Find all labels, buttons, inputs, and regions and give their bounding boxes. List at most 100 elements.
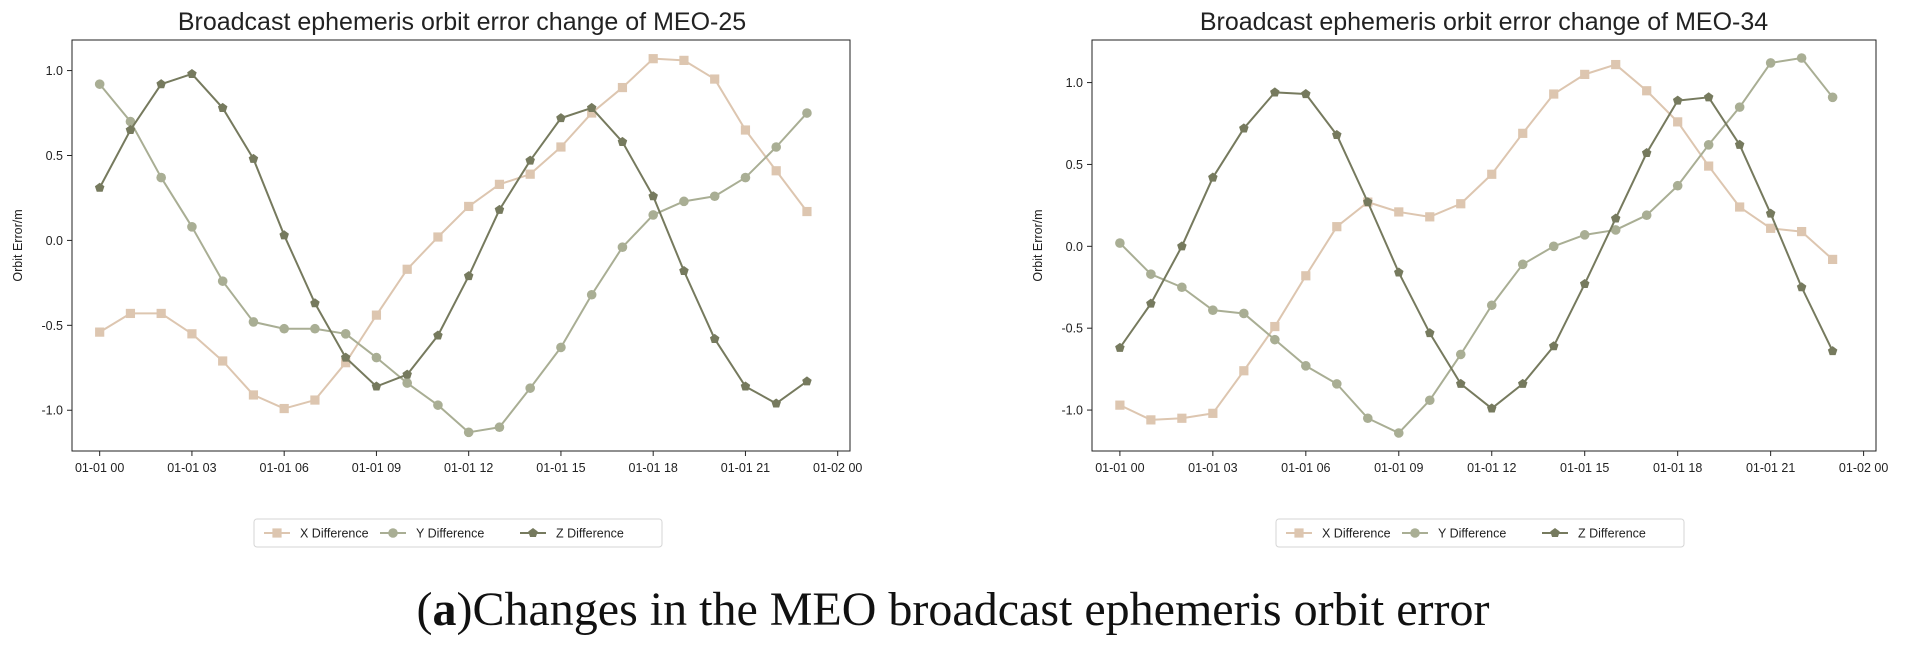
- data-point: [1517, 259, 1528, 270]
- data-point: [1548, 341, 1559, 351]
- legend-box: [253, 518, 663, 548]
- caption-label: a: [432, 583, 457, 636]
- data-point: [771, 398, 781, 408]
- data-point: [740, 381, 751, 391]
- data-point: [1766, 223, 1776, 233]
- x-tick-label: 01-01 09: [1374, 461, 1423, 475]
- y-tick-label: 0.0: [1066, 240, 1083, 254]
- data-point: [371, 381, 382, 391]
- x-tick-label: 01-01 12: [1467, 461, 1516, 475]
- data-point: [1301, 361, 1311, 371]
- data-point: [217, 102, 228, 112]
- data-point: [1208, 172, 1218, 182]
- x-tick-label: 01-02 00: [813, 461, 862, 475]
- data-point: [279, 403, 289, 414]
- legend-marker: [388, 528, 398, 538]
- figure-caption: (a)Changes in the MEO broadcast ephemeri…: [0, 582, 1906, 637]
- data-point: [1765, 58, 1776, 68]
- y-tick-label: -0.5: [41, 319, 63, 333]
- x-tick-label: 01-01 06: [1281, 461, 1330, 475]
- series-line: [98, 83, 808, 434]
- data-point: [340, 352, 351, 362]
- data-point: [156, 308, 166, 319]
- data-point: [1362, 413, 1373, 424]
- data-point: [310, 323, 320, 334]
- legend-box: [1275, 518, 1685, 548]
- data-point: [1796, 282, 1807, 292]
- data-point: [1425, 212, 1435, 222]
- data-point: [1332, 129, 1342, 140]
- data-point: [1641, 147, 1652, 158]
- data-point: [1177, 241, 1187, 251]
- x-tick-label: 01-01 21: [721, 461, 770, 475]
- data-point: [402, 378, 412, 388]
- data-point: [1270, 87, 1280, 97]
- data-point: [1517, 378, 1528, 388]
- data-point: [433, 400, 443, 410]
- legend-label: Y Difference: [1438, 527, 1506, 541]
- data-point: [1363, 197, 1373, 207]
- data-point: [1610, 213, 1621, 223]
- x-tick-label: 01-01 00: [75, 461, 124, 475]
- data-point: [1425, 328, 1435, 338]
- caption-text: Changes in the MEO broadcast ephemeris o…: [472, 583, 1490, 636]
- y-tick-label: -1.0: [1061, 404, 1083, 418]
- data-point: [1239, 123, 1249, 133]
- data-point: [1177, 282, 1187, 293]
- data-point: [494, 422, 505, 433]
- x-tick-label: 01-01 03: [1188, 461, 1237, 475]
- data-point: [1734, 102, 1745, 112]
- x-tick-label: 01-01 09: [352, 461, 401, 475]
- data-point: [1487, 169, 1497, 179]
- data-point: [1394, 267, 1404, 277]
- series-x-difference: [95, 54, 812, 414]
- x-tick-label: 01-01 18: [629, 461, 678, 475]
- data-point: [709, 191, 720, 202]
- data-point: [310, 298, 320, 308]
- x-tick-label: 01-02 00: [1839, 461, 1888, 475]
- data-point: [1239, 308, 1249, 319]
- data-point: [464, 201, 474, 212]
- data-point: [1703, 139, 1714, 150]
- data-point: [341, 358, 351, 368]
- data-point: [1672, 95, 1683, 105]
- data-point: [279, 323, 289, 334]
- data-point: [371, 352, 382, 363]
- data-point: [1610, 225, 1621, 235]
- data-point: [648, 54, 658, 64]
- x-tick-label: 01-01 15: [536, 461, 585, 475]
- data-point: [1734, 139, 1745, 149]
- series-line: [1119, 57, 1834, 434]
- chart-panel-1: Broadcast ephemeris orbit error change o…: [11, 8, 862, 548]
- data-point: [1208, 408, 1218, 418]
- data-point: [1115, 400, 1125, 410]
- data-point: [1455, 349, 1466, 360]
- data-point: [1393, 428, 1404, 438]
- data-point: [371, 310, 382, 320]
- data-point: [1270, 334, 1280, 345]
- data-point: [94, 182, 105, 192]
- data-point: [1673, 117, 1683, 127]
- data-point: [433, 330, 443, 340]
- data-point: [556, 113, 566, 123]
- legend-marker: [1550, 528, 1560, 538]
- data-point: [1146, 298, 1156, 308]
- data-point: [1486, 300, 1497, 311]
- y-tick-label: 0.5: [1066, 158, 1083, 172]
- data-point: [587, 108, 597, 118]
- data-point: [648, 191, 658, 201]
- x-tick-label: 01-01 21: [1746, 461, 1795, 475]
- data-point: [525, 169, 535, 179]
- y-axis-label: Orbit Error/m: [11, 209, 25, 281]
- data-point: [771, 166, 781, 176]
- data-point: [1270, 321, 1280, 332]
- data-point: [679, 265, 689, 276]
- y-tick-label: -1.0: [41, 404, 63, 418]
- data-point: [1456, 199, 1466, 209]
- legend-marker: [1410, 528, 1420, 538]
- x-tick-label: 01-01 06: [260, 461, 309, 475]
- data-point: [1115, 238, 1125, 248]
- data-point: [494, 179, 505, 189]
- data-point: [1208, 305, 1218, 315]
